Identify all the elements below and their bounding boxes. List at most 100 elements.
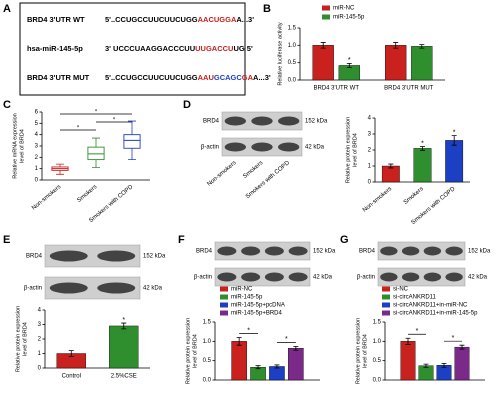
legend-swatch — [220, 302, 228, 308]
error-bar — [388, 163, 394, 169]
sequence-part: 5'..CCUGCCUUCUUCUGG — [105, 15, 198, 24]
blot-band — [241, 272, 261, 282]
y-tick-label: 0 — [38, 366, 42, 372]
blot-band — [278, 142, 300, 152]
y-tick-label: 2 — [38, 337, 42, 343]
sequence-part: 5'..CCUGCCUUCUUCUGG — [105, 73, 198, 82]
legend-label: miR-145-5p — [333, 15, 365, 21]
y-axis-label: Relative protein expression — [185, 318, 191, 384]
y-axis-label: level of BRD4 — [192, 334, 198, 368]
legend-label: miR-NC — [231, 287, 253, 293]
y-tick-label: 3 — [368, 132, 372, 138]
error-bar — [121, 322, 127, 330]
bar — [288, 348, 304, 381]
box — [87, 146, 105, 161]
blot-band — [251, 116, 273, 126]
error-bar — [293, 345, 299, 351]
y-tick-label: 1.5 — [373, 320, 382, 326]
y-tick-label: 5 — [35, 121, 39, 127]
annotation: * — [285, 336, 288, 343]
annotation: * — [247, 327, 250, 334]
blot-strip — [214, 241, 311, 261]
sequence-part: 3' UCCCUAAGGACCCUU — [105, 44, 195, 53]
lane-label: Smokers with COPD — [245, 160, 292, 200]
error-bar — [441, 362, 447, 368]
blot-strip — [377, 241, 466, 261]
blot-size-label: 152 kDa — [468, 249, 491, 255]
y-tick-label: 0.0 — [373, 378, 382, 384]
blot-size-label: 42 kDa — [313, 275, 333, 281]
blot-band — [380, 246, 398, 256]
bar — [411, 46, 433, 81]
y-tick-label: 1 — [35, 166, 39, 172]
y-tick-label: 4 — [368, 116, 372, 122]
y-tick-label: 3 — [35, 144, 39, 150]
blot-band — [401, 246, 420, 256]
sequence-part: UG 5' — [233, 44, 253, 53]
blot-band — [241, 246, 261, 256]
blot-row-label: β-actin — [24, 286, 42, 292]
bar — [418, 365, 434, 381]
legend-label: si-circANKRD11 — [393, 295, 437, 301]
legend-label: si-NC — [393, 287, 409, 293]
blot-band — [49, 250, 88, 262]
sequence-box — [19, 2, 246, 96]
y-axis-label: Relative luciferase activity — [277, 22, 283, 86]
legend-label: si-circANKRD11+in-miR-145-5p — [393, 311, 478, 317]
legend-swatch — [322, 5, 330, 11]
box — [123, 134, 141, 149]
blot-strip — [377, 267, 466, 287]
bar — [231, 341, 247, 381]
blot-row-label: β-actin — [201, 145, 219, 151]
blot-band — [264, 246, 284, 256]
blot-band — [251, 142, 273, 152]
annotation: * — [416, 328, 419, 335]
x-tick-label: Smokers — [403, 186, 425, 206]
y-axis-label: Relative mRNA expression — [12, 113, 18, 178]
legend-swatch — [220, 294, 228, 300]
y-tick-label: 1.0 — [288, 43, 297, 49]
blot-size-label: 42 kDa — [143, 286, 163, 292]
error-bar — [346, 62, 352, 68]
bar — [381, 165, 400, 183]
y-tick-label: 0 — [368, 180, 372, 186]
legend-label: miR-NC — [333, 6, 355, 12]
x-tick-label: BRD4 3'UTR MUT — [384, 86, 433, 92]
y-axis-label: Relative protein expression — [15, 306, 21, 372]
sequence-name: hsa-miR-145-5p — [27, 44, 83, 53]
blot-band — [423, 246, 442, 256]
sequence: 5'..CCUGCCUUCUUCUGGAAUGCAGCGAA...3' — [105, 73, 271, 82]
lane-label: Non-smokers — [206, 160, 237, 188]
axis — [384, 322, 485, 381]
annotation: * — [452, 335, 455, 342]
y-tick-label: 3 — [38, 322, 42, 328]
bar — [269, 366, 285, 381]
legend-label: miR-145-5p+pcDNA — [231, 303, 285, 309]
y-axis-label: Relative protein expression — [345, 117, 351, 183]
blot-row-label: BRD4 — [203, 119, 220, 125]
y-tick-label: 0.0 — [288, 78, 297, 84]
y-tick-label: 2 — [35, 155, 39, 161]
blot-band — [288, 246, 308, 256]
y-axis-label: Relative protein expression — [355, 318, 361, 384]
y-tick-label: 1.0 — [373, 339, 382, 345]
blot-band — [264, 272, 284, 282]
error-bar — [274, 364, 280, 369]
error-bar — [420, 146, 425, 151]
annotation: * — [122, 317, 125, 324]
blot-strip — [214, 267, 311, 287]
y-tick-label: 4 — [35, 132, 39, 138]
blot-band — [97, 282, 136, 294]
legend-swatch — [220, 286, 228, 292]
y-tick-label: 6 — [35, 110, 39, 116]
blot-band — [288, 272, 308, 282]
y-tick-label: 0.0 — [203, 378, 212, 384]
y-tick-label: 1.5 — [288, 26, 297, 32]
blot-size-label: 152 kDa — [313, 249, 336, 255]
panel-letter: C — [3, 99, 11, 111]
x-tick-label: Smokers — [76, 184, 98, 204]
bar — [454, 346, 470, 381]
error-bar — [423, 363, 429, 368]
blot-band — [278, 116, 300, 126]
blot-band — [49, 282, 88, 294]
